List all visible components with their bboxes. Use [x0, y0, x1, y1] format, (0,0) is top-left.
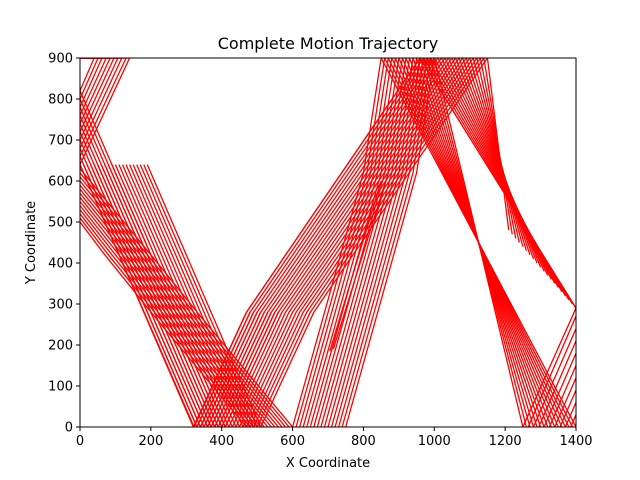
x-tick-label: 1000 [418, 434, 451, 449]
plot-area [80, 58, 576, 427]
trajectory-line-41 [80, 172, 290, 427]
trajectory-line-79 [559, 389, 576, 427]
x-tick-label: 0 [76, 434, 84, 449]
y-axis-label: Y Coordinate [24, 201, 39, 285]
trajectory-line-47 [80, 196, 269, 427]
trajectory-line-71 [332, 172, 389, 350]
trajectory-line-42 [80, 176, 286, 427]
y-tick-label: 400 [48, 257, 73, 272]
x-tick-label: 1200 [489, 434, 522, 449]
trajectory-line-1 [80, 58, 127, 157]
y-tick-label: 800 [48, 93, 73, 108]
trajectory-line-48 [80, 201, 265, 427]
trajectory-line-72 [522, 307, 576, 427]
chart-title: Complete Motion Trajectory [218, 34, 439, 53]
trajectory-line-2 [80, 58, 123, 149]
trajectory-line-34 [80, 131, 262, 427]
y-tick-label: 0 [65, 421, 73, 436]
trajectory-line-77 [548, 365, 576, 427]
trajectory-line-36 [80, 115, 269, 427]
trajectory-line-40 [80, 168, 294, 427]
trajectory-line-32 [80, 147, 255, 427]
y-tick-label: 100 [48, 380, 73, 395]
trajectory-line-80 [564, 402, 576, 427]
series-layer [80, 58, 576, 427]
x-axis-label: X Coordinate [286, 456, 370, 471]
trajectory-line-39 [80, 90, 279, 427]
y-tick-label: 700 [48, 134, 73, 149]
trajectory-line-53 [80, 221, 248, 427]
trajectory-line-70 [329, 180, 382, 352]
plot-frame [79, 57, 577, 428]
trajectory-line-50 [80, 209, 258, 427]
trajectory-line-74 [532, 328, 576, 427]
trajectory-line-49 [80, 205, 262, 427]
trajectory-line-8 [80, 58, 99, 100]
trajectory-line-43 [80, 180, 283, 427]
trajectory-line-37 [80, 106, 272, 427]
trajectory-line-73 [527, 316, 576, 427]
trajectory-line-3 [80, 58, 119, 141]
trajectory-line-44 [80, 184, 279, 427]
x-tick-label: 1400 [559, 434, 592, 449]
y-tick-label: 500 [48, 216, 73, 231]
y-tick-label: 300 [48, 298, 73, 313]
y-axis-ticks: 0 100 200 300 400 500 600 700 800 900 [48, 52, 80, 436]
trajectory-line-38 [80, 98, 276, 427]
trajectory-line-51 [80, 213, 255, 427]
trajectory-line-52 [80, 217, 251, 427]
trajectory-line-7 [80, 58, 103, 108]
trajectory-line-69 [345, 58, 524, 427]
trajectory-line-46 [80, 192, 272, 427]
x-tick-label: 600 [280, 434, 305, 449]
trajectory-line-78 [554, 377, 576, 427]
trajectory-line-45 [80, 188, 276, 427]
trajectory-line-76 [543, 352, 576, 427]
y-tick-label: 600 [48, 175, 73, 190]
trajectory-line-75 [538, 340, 576, 427]
trajectory-line-5 [80, 58, 111, 124]
y-tick-label: 900 [48, 52, 73, 67]
y-tick-label: 200 [48, 339, 73, 354]
trajectory-line-6 [80, 58, 107, 116]
trajectory-line-9 [80, 58, 95, 92]
trajectory-line-35 [80, 123, 265, 427]
x-tick-label: 200 [138, 434, 163, 449]
x-axis-ticks: 0 200 400 600 800 1000 1200 1400 [76, 427, 593, 449]
trajectory-line-4 [80, 58, 115, 133]
trajectory-line-30 [80, 58, 576, 427]
x-tick-label: 400 [209, 434, 234, 449]
trajectory-line-29 [146, 58, 510, 427]
trajectory-line-81 [570, 414, 576, 427]
x-tick-label: 800 [351, 434, 376, 449]
